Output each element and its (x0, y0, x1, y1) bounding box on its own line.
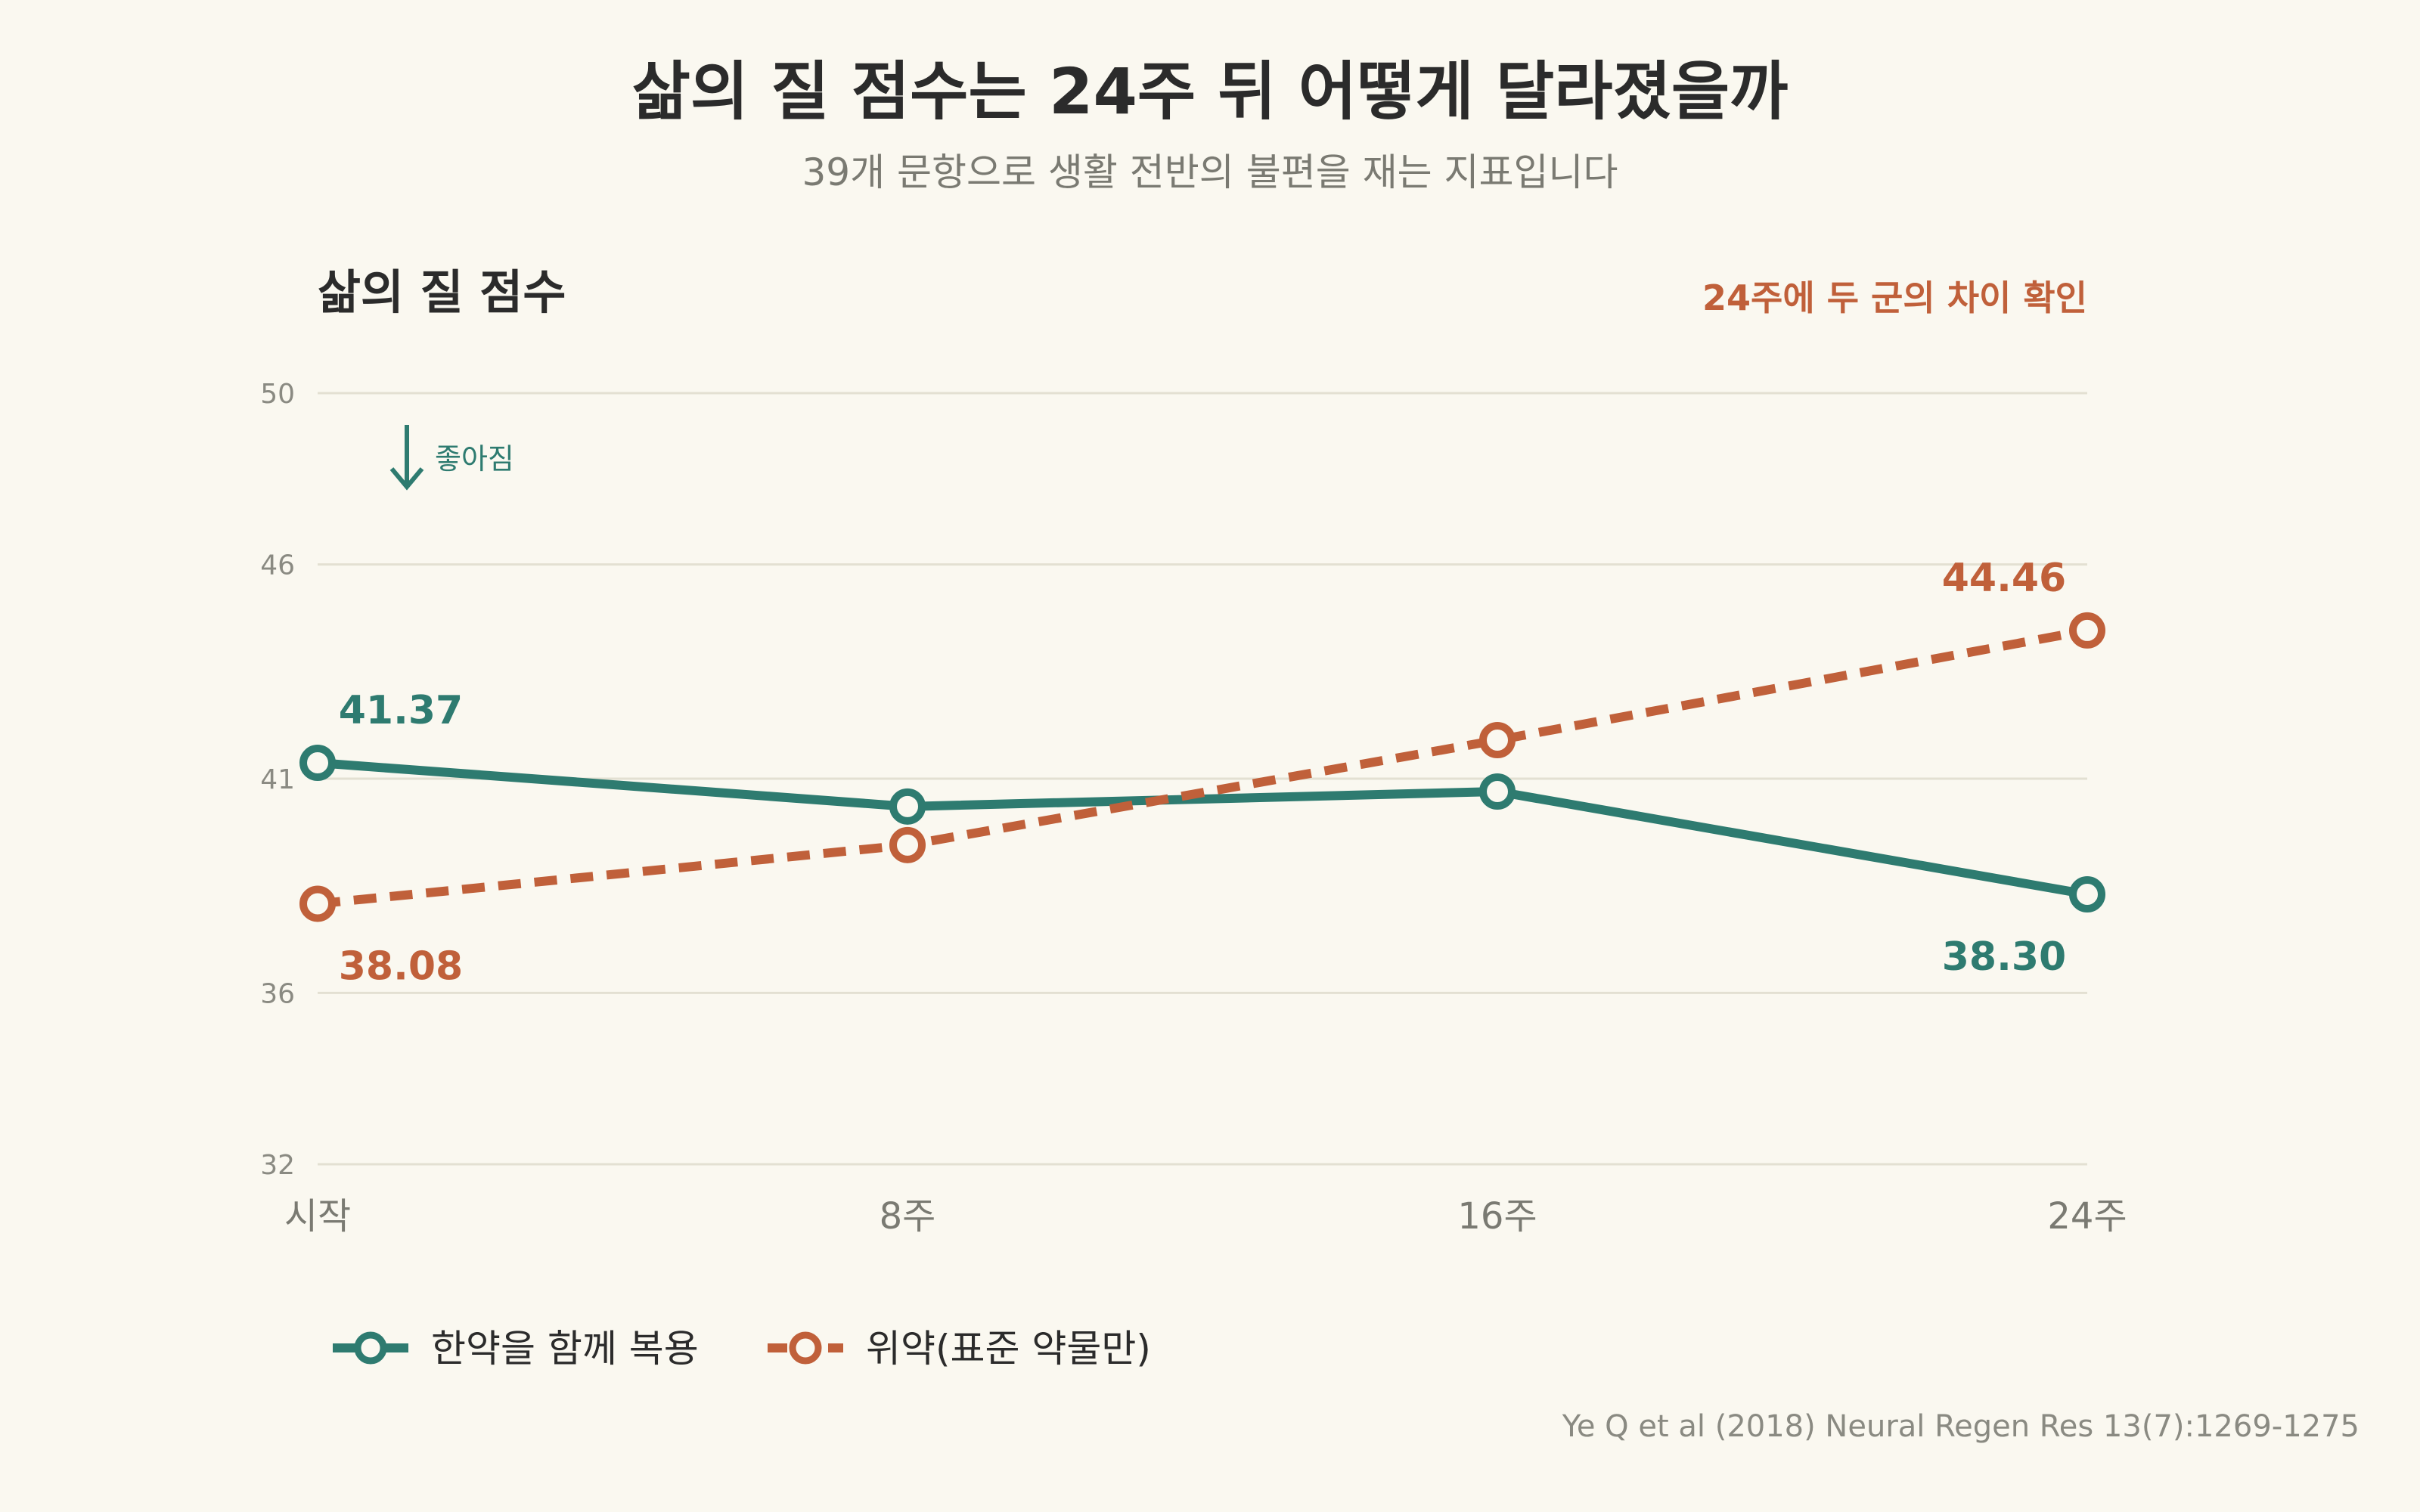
y-tick-label: 36 (260, 978, 295, 1009)
x-tick-label: 8주 (880, 1195, 936, 1238)
series-line (317, 758, 2089, 899)
y-tick-label: 46 (260, 550, 295, 581)
legend: 한약을 함께 복용 위약(표준 약물만) (333, 1327, 1151, 1371)
data-label: 41.37 (339, 688, 463, 733)
legend-label: 한약을 함께 복용 (431, 1327, 699, 1371)
data-point (2069, 612, 2105, 649)
series (299, 612, 2105, 922)
grid: 32 36 41 46 50 (260, 379, 2087, 1181)
x-axis-ticks: 시작 8주 16주 24주 (284, 1195, 2127, 1238)
x-tick-label: 24주 (2047, 1195, 2127, 1238)
data-point (889, 826, 926, 863)
y-tick-label: 50 (260, 379, 295, 410)
data-label: 38.08 (339, 943, 463, 989)
data-point (299, 885, 336, 922)
chart-subtitle: 39개 문항으로 생활 전반의 불편을 재는 지표입니다 (802, 150, 1618, 194)
data-point (889, 788, 926, 825)
y-tick-label: 32 (260, 1150, 295, 1181)
y-tick-label: 41 (260, 764, 295, 795)
legend-swatch-marker (789, 1331, 822, 1365)
legend-swatch-marker (354, 1331, 387, 1365)
data-point (1479, 773, 1516, 810)
legend-label: 위약(표준 약물만) (866, 1327, 1151, 1371)
data-labels: 41.37 38.30 38.08 44.46 (339, 556, 2066, 990)
x-tick-label: 시작 (284, 1195, 351, 1238)
x-tick-label: 16주 (1457, 1195, 1537, 1238)
series-line (317, 626, 2089, 909)
annotation-note: 24주에 두 군의 차이 확인 (1702, 277, 2087, 318)
arrow-head-icon (389, 467, 424, 491)
better-direction: 좋아짐 (389, 425, 514, 491)
better-direction-label: 좋아짐 (435, 442, 514, 476)
chart-title: 삶의 질 점수는 24주 뒤 어떻게 달라졌을까 (632, 54, 1789, 129)
data-label: 44.46 (1942, 556, 2066, 601)
data-label: 38.30 (1942, 934, 2066, 980)
data-point (1479, 722, 1516, 758)
y-axis-title: 삶의 질 점수 (318, 265, 566, 320)
data-point (2069, 876, 2105, 912)
data-point (299, 745, 336, 782)
source-note: Ye Q et al (2018) Neural Regen Res 13(7)… (1562, 1409, 2360, 1444)
